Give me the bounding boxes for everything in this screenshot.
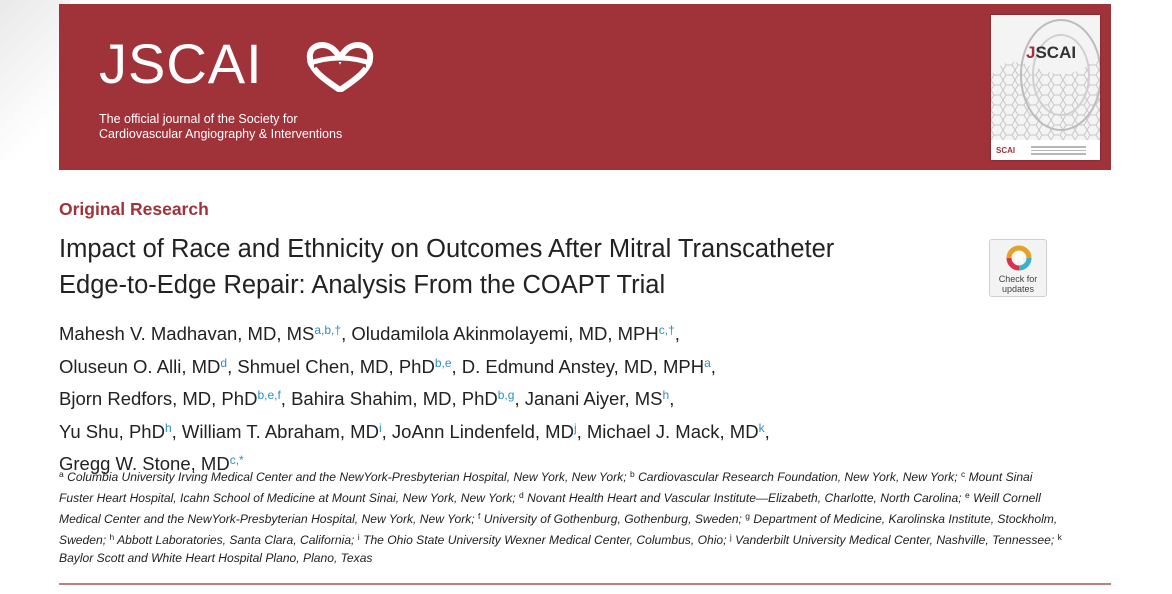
article-title: Impact of Race and Ethnicity on Outcomes… — [59, 231, 959, 303]
scai-heart-logo-icon — [306, 42, 374, 92]
tagline-line-1: The official journal of the Society for — [99, 112, 298, 126]
affiliation-link[interactable]: a — [704, 355, 711, 370]
author-name: William T. Abraham, MD — [181, 420, 379, 442]
author-name: Bahira Shahim, MD, PhD — [291, 388, 498, 409]
author-name: Mahesh V. Madhavan, MD, MS — [59, 323, 315, 344]
affiliation-marker: h — [109, 532, 115, 543]
affiliation-marker: f — [478, 511, 481, 522]
author-line-2: Oluseun O. Alli, MDd, Shmuel Chen, MD, P… — [59, 355, 716, 377]
author-name: Janani Aiyer, MS — [524, 388, 663, 409]
affiliation-text: Baylor Scott and White Heart Hospital Pl… — [59, 551, 373, 566]
affiliation-link[interactable]: c,† — [658, 323, 675, 337]
affiliation-link[interactable]: h — [164, 420, 172, 435]
affiliation-text: The Ohio State University Wexner Medical… — [363, 533, 727, 548]
affiliation-text: University of Gothenburg, Gothenburg, Sw… — [483, 512, 742, 527]
affiliation-text: Novant Health Heart and Vascular Institu… — [527, 491, 962, 506]
affiliation-marker: j — [729, 532, 732, 543]
author-line-3: Bjorn Redfors, MD, PhDb,e,f, Bahira Shah… — [59, 388, 675, 409]
affiliation-marker: a — [59, 469, 64, 479]
affiliation-link[interactable]: d — [220, 355, 228, 370]
author-name: Shmuel Chen, MD, PhD — [237, 355, 435, 377]
affiliation-link[interactable]: b,e,f — [257, 388, 281, 402]
author-name: JoAnn Lindenfeld, MD — [391, 420, 574, 442]
affiliation-marker: b — [629, 469, 635, 479]
author-name: D. Edmund Anstey, MD, MPH — [461, 355, 705, 377]
journal-cover-thumbnail[interactable]: JSCAI SCAI — [991, 15, 1100, 160]
footer-divider — [59, 583, 1111, 585]
affiliation-link[interactable]: k — [758, 420, 765, 435]
author-name: Michael J. Mack, MD — [586, 420, 759, 442]
affiliation-marker: g — [745, 511, 751, 522]
author-name: Oluseun O. Alli, MD — [59, 355, 221, 377]
author-line-5: Gregg W. Stone, MDc,* — [59, 446, 979, 479]
cover-journal-title: JSCAI — [1026, 43, 1077, 62]
affiliation-link[interactable]: b,e — [434, 355, 452, 370]
author-name: Oludamilola Akinmolayemi, MD, MPH — [351, 323, 659, 344]
affiliation-link[interactable]: h — [662, 388, 670, 402]
affiliation-marker: e — [965, 490, 970, 501]
affiliation-text: Cardiovascular Research Foundation, New … — [638, 470, 958, 484]
affiliation-text: Mount Sinai Fuster Heart Hospital, Icahn… — [59, 470, 1033, 506]
check-for-updates-button[interactable]: Check for updates — [989, 239, 1047, 297]
affiliation-link[interactable]: j — [573, 420, 577, 435]
affiliation-link[interactable]: b,g — [497, 388, 515, 402]
cover-footer-logo: SCAI — [996, 146, 1016, 155]
affiliations-block: a Columbia University Irving Medical Cen… — [59, 465, 1069, 567]
journal-banner: JSCAI The official journal of the Societ… — [59, 4, 1111, 170]
tagline-line-2: Cardiovascular Angiography & Interventio… — [99, 127, 343, 141]
cover-footer-tagline — [1031, 146, 1086, 156]
affiliation-text: Department of Medicine, Karolinska Insti… — [59, 512, 1058, 548]
affiliation-marker: c — [960, 469, 966, 479]
author-line-4: Yu Shu, PhDh, William T. Abraham, MDi, J… — [59, 420, 770, 442]
title-line-1: Impact of Race and Ethnicity on Outcomes… — [59, 235, 835, 263]
affiliation-marker: i — [357, 532, 360, 543]
check-for-updates-label: Check for updates — [998, 274, 1038, 294]
affiliation-marker: d — [519, 490, 524, 501]
author-name: Bjorn Redfors, MD, PhD — [59, 388, 258, 409]
page-corner-shadow — [0, 0, 70, 160]
affiliation-text: Columbia University Irving Medical Cente… — [67, 470, 627, 484]
affiliation-text: Abbott Laboratories, Santa Clara, Califo… — [117, 533, 355, 548]
author-line-1: Mahesh V. Madhavan, MD, MSa,b,†, Oludami… — [59, 323, 680, 344]
author-name: Gregg W. Stone, MD — [59, 453, 230, 474]
crossmark-icon — [1006, 245, 1032, 271]
affiliation-link[interactable]: a,b,† — [314, 323, 342, 337]
article-category: Original Research — [59, 199, 209, 219]
journal-tagline: The official journal of the Society for … — [99, 112, 342, 142]
journal-logo[interactable]: JSCAI — [99, 32, 263, 95]
affiliation-text: Weill Cornell Medical Center and the New… — [59, 491, 1041, 527]
affiliation-link[interactable]: c,* — [229, 453, 244, 467]
affiliation-text: Vanderbilt University Medical Center, Na… — [735, 533, 1055, 548]
affiliation-marker: k — [1057, 532, 1062, 543]
author-list: Mahesh V. Madhavan, MD, MSa,b,†, Oludami… — [59, 316, 979, 479]
title-line-2: Edge-to-Edge Repair: Analysis From the C… — [59, 271, 666, 299]
author-name: Yu Shu, PhD — [59, 420, 165, 442]
cover-lattice-image — [991, 15, 1100, 140]
affiliation-link[interactable]: i — [378, 420, 382, 435]
